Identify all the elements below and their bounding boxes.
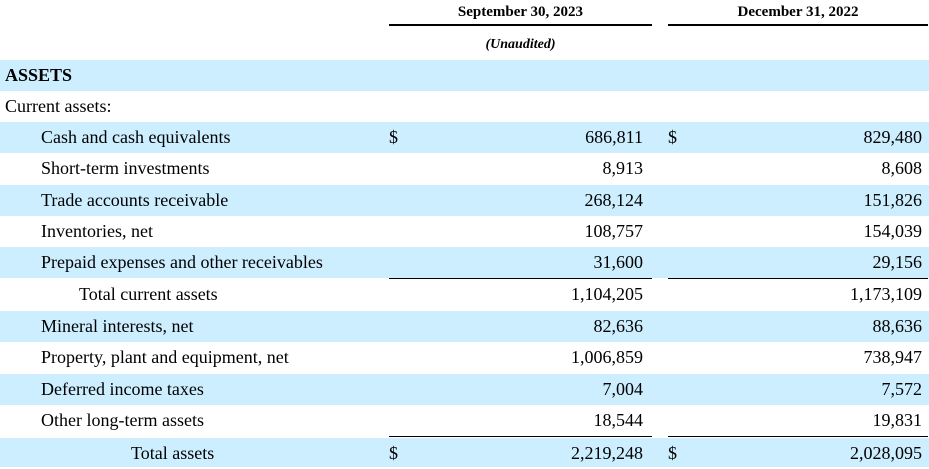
value-2022: 829,480 [863, 127, 923, 147]
value-2023: 18,544 [593, 410, 644, 430]
row-label: Total assets [131, 443, 215, 463]
value-2023: 82,636 [593, 316, 644, 336]
table-row: Prepaid expenses and other receivables 3… [0, 247, 929, 278]
total-rule [668, 436, 928, 437]
value-2022: 19,831 [872, 410, 923, 430]
value-2023: 7,004 [602, 379, 644, 399]
table-row: Short-term investments 8,913 8,608 [0, 153, 929, 184]
value-2022: 2,028,095 [850, 443, 922, 463]
row-label: Cash and cash equivalents [41, 127, 231, 147]
value-2022: 1,173,109 [850, 284, 922, 304]
table-row: Total current assets 1,104,205 1,173,109 [0, 279, 929, 310]
currency-symbol: $ [668, 443, 677, 463]
table-row: Other long-term assets 18,544 19,831 [0, 405, 929, 436]
value-2023: 8,913 [602, 158, 644, 178]
table-row: Trade accounts receivable 268,124 151,82… [0, 185, 929, 216]
table-row: Cash and cash equivalents $ 686,811 $ 82… [0, 122, 929, 153]
col1-header: September 30, 2023 [457, 4, 584, 20]
value-2022: 154,039 [863, 221, 923, 241]
row-label: Deferred income taxes [41, 379, 204, 399]
value-2023: 686,811 [585, 127, 643, 147]
subtotal-rule [389, 278, 652, 279]
value-2022: 738,947 [863, 347, 923, 367]
row-label: Short-term investments [41, 158, 210, 178]
subtotal-rule [668, 278, 928, 279]
value-2023: 2,219,248 [571, 443, 643, 463]
value-2023: 108,757 [584, 221, 644, 241]
section-title: ASSETS [5, 65, 73, 85]
total-rule [389, 436, 652, 437]
value-2022: 151,826 [863, 190, 923, 210]
col2-header: December 31, 2022 [737, 4, 859, 20]
table-row: Inventories, net 108,757 154,039 [0, 216, 929, 247]
col2-header-rule [668, 24, 928, 26]
subsection-row: Current assets: [0, 91, 929, 122]
value-2022: 7,572 [881, 379, 923, 399]
table-row: Total assets $ 2,219,248 $ 2,028,095 [0, 438, 929, 467]
row-label: Property, plant and equipment, net [41, 347, 289, 367]
currency-symbol: $ [389, 443, 398, 463]
value-2022: 8,608 [881, 158, 923, 178]
table-row: Mineral interests, net 82,636 88,636 [0, 311, 929, 342]
value-2023: 1,104,205 [571, 284, 643, 304]
table-row: Deferred income taxes 7,004 7,572 [0, 374, 929, 405]
row-label: Inventories, net [41, 221, 153, 241]
value-2022: 29,156 [872, 252, 923, 272]
row-label: Other long-term assets [41, 410, 204, 430]
col1-header-rule [389, 24, 652, 26]
row-label: Prepaid expenses and other receivables [41, 252, 323, 272]
currency-symbol: $ [668, 127, 677, 147]
row-label: Trade accounts receivable [41, 190, 229, 210]
subsection-title: Current assets: [5, 96, 112, 116]
value-2022: 88,636 [872, 316, 923, 336]
row-label: Mineral interests, net [41, 316, 194, 336]
value-2023: 1,006,859 [571, 347, 643, 367]
value-2023: 268,124 [584, 190, 644, 210]
section-row: ASSETS [0, 60, 929, 91]
currency-symbol: $ [389, 127, 398, 147]
table-row: Property, plant and equipment, net 1,006… [0, 342, 929, 373]
col1-unaudited-note: (Unaudited) [485, 37, 556, 52]
row-label: Total current assets [79, 284, 218, 304]
value-2023: 31,600 [593, 252, 644, 272]
